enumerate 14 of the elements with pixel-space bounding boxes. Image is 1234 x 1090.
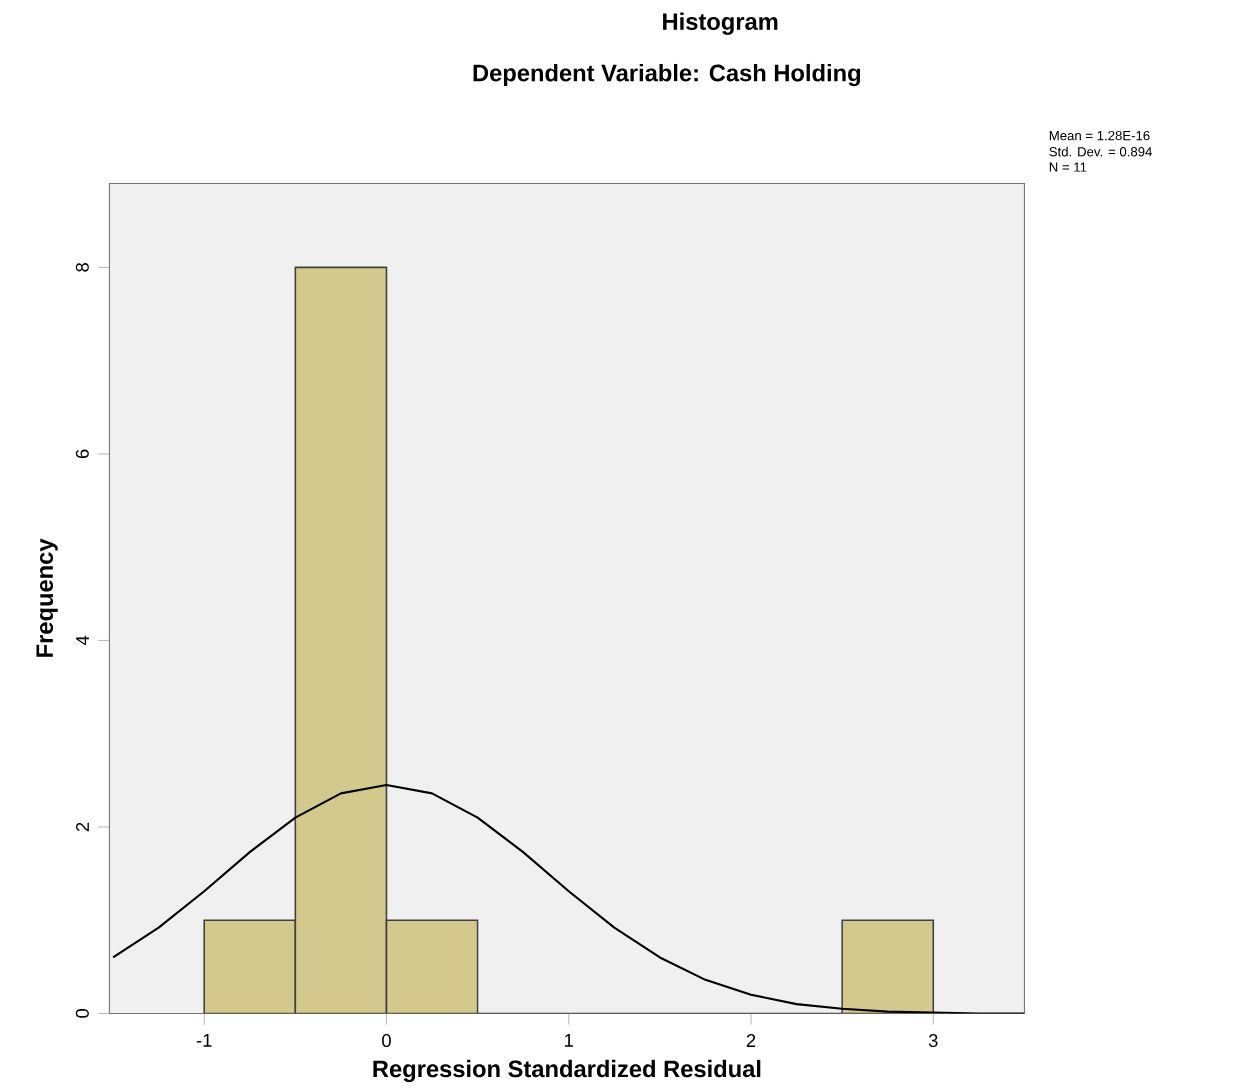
x-tick-label: 3 xyxy=(928,1033,938,1047)
chart-title: Histogram xyxy=(663,12,778,35)
x-tick-label: 1 xyxy=(565,1033,573,1047)
y-axis-title: Frequency xyxy=(36,538,58,657)
chart-subtitle: Dependent Variable: Cash Holding xyxy=(473,63,860,86)
y-tick-label: 2 xyxy=(76,822,89,831)
y-tick-label: 4 xyxy=(76,635,89,645)
y-tick-label: 8 xyxy=(75,262,89,272)
x-axis-title: Regression Standardized Residual xyxy=(373,1059,761,1082)
y-tick-label: 0 xyxy=(75,1008,89,1018)
x-tick-label: 2 xyxy=(746,1033,756,1047)
y-tick-label: 6 xyxy=(75,449,89,458)
x-tick-label: -1 xyxy=(196,1033,212,1047)
x-tick-label: 0 xyxy=(382,1033,391,1047)
